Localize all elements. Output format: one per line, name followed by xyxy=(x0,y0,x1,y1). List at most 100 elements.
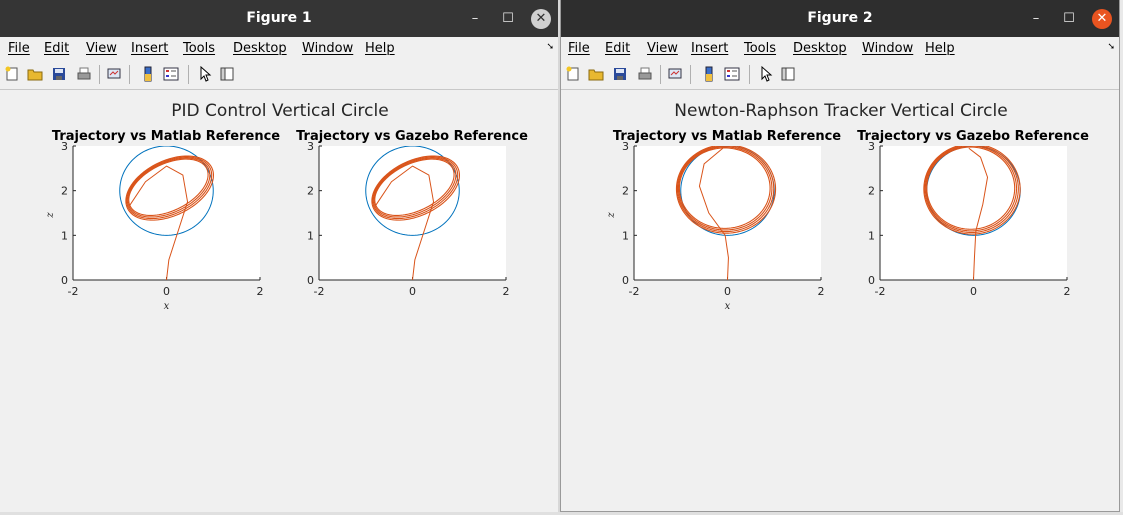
y-tick-label: 0 xyxy=(622,274,629,287)
toolbar-separator xyxy=(129,65,130,84)
trajectory-orbit-series xyxy=(127,157,211,218)
print-icon[interactable] xyxy=(76,66,92,82)
plot-area[interactable] xyxy=(634,146,821,280)
y-tick-label: 0 xyxy=(868,274,875,287)
menu-tools[interactable]: Tools xyxy=(183,41,216,56)
title-bar[interactable]: Figure 1 – ☐ ✕ xyxy=(0,0,558,37)
x-tick-label: -2 xyxy=(314,285,325,298)
plot-series-group xyxy=(923,146,1021,280)
menu-help[interactable]: Help xyxy=(925,41,955,56)
trajectory-orbit-series xyxy=(374,158,455,216)
axes-title: Trajectory vs Matlab Reference xyxy=(613,129,841,144)
trajectory-orbit-series xyxy=(373,157,457,218)
x-tick-label: -2 xyxy=(629,285,640,298)
toolbar-separator xyxy=(690,65,691,84)
menu-file[interactable]: File xyxy=(8,41,30,56)
toolbar-separator xyxy=(749,65,750,84)
trajectory-orbit-series xyxy=(125,155,215,221)
menu-view[interactable]: View xyxy=(86,41,117,56)
save-icon[interactable] xyxy=(612,66,628,82)
menu-bar: File Edit View Insert Tools Desktop Wind… xyxy=(0,37,558,60)
menu-view[interactable]: View xyxy=(647,41,678,56)
x-axis-label: x xyxy=(725,301,731,312)
plot-series-group xyxy=(365,146,461,280)
save-icon[interactable] xyxy=(51,66,67,82)
plot-series-group xyxy=(675,146,777,280)
close-icon[interactable]: ✕ xyxy=(531,9,551,29)
colorbar-icon[interactable] xyxy=(701,66,717,82)
x-tick-label: 2 xyxy=(1064,285,1071,298)
close-icon[interactable]: ✕ xyxy=(1092,9,1112,29)
y-tick-label: 3 xyxy=(61,140,68,153)
menu-insert[interactable]: Insert xyxy=(691,41,729,56)
menu-desktop[interactable]: Desktop xyxy=(793,41,847,56)
menu-desktop[interactable]: Desktop xyxy=(233,41,287,56)
x-tick-label: 2 xyxy=(503,285,510,298)
toolbar xyxy=(561,60,1119,90)
desktop-background xyxy=(0,512,1123,515)
pointer-icon[interactable] xyxy=(197,66,213,82)
new-figure-icon[interactable] xyxy=(565,66,581,82)
plot-area[interactable] xyxy=(880,146,1067,280)
trajectory-orbit-series xyxy=(677,146,773,231)
colorbar-icon[interactable] xyxy=(140,66,156,82)
trajectory-orbit-series xyxy=(924,146,1019,234)
y-tick-label: 3 xyxy=(622,140,629,153)
axes-title: Trajectory vs Gazebo Reference xyxy=(296,129,528,144)
trajectory-orbit-series xyxy=(371,155,461,221)
dock-arrow-icon[interactable]: ➘ xyxy=(546,42,554,52)
property-inspector-icon[interactable] xyxy=(780,66,796,82)
reference-circle-series xyxy=(119,146,214,236)
menu-window[interactable]: Window xyxy=(302,41,354,56)
minimize-icon[interactable]: – xyxy=(1032,11,1040,26)
menu-tools[interactable]: Tools xyxy=(744,41,777,56)
new-figure-icon[interactable] xyxy=(4,66,20,82)
y-tick-label: 2 xyxy=(622,185,629,198)
minimize-icon[interactable]: – xyxy=(471,11,479,26)
pointer-icon[interactable] xyxy=(758,66,774,82)
link-plot-icon[interactable] xyxy=(667,66,683,82)
y-tick-label: 3 xyxy=(868,140,875,153)
trajectory-orbit-series xyxy=(926,146,1016,230)
legend-icon[interactable] xyxy=(163,66,179,82)
y-tick-label: 1 xyxy=(868,229,875,242)
menu-edit[interactable]: Edit xyxy=(44,41,70,56)
maximize-icon[interactable]: ☐ xyxy=(1063,11,1075,26)
axes-title: Trajectory vs Gazebo Reference xyxy=(857,129,1089,144)
legend-icon[interactable] xyxy=(724,66,740,82)
dock-arrow-icon[interactable]: ➘ xyxy=(1107,42,1115,52)
figure-window-1: Figure 1 – ☐ ✕ File Edit View Insert Too… xyxy=(0,0,558,515)
maximize-icon[interactable]: ☐ xyxy=(502,11,514,26)
link-plot-icon[interactable] xyxy=(106,66,122,82)
x-tick-label: 0 xyxy=(163,285,170,298)
trajectory-approach-series xyxy=(698,147,729,280)
open-file-icon[interactable] xyxy=(588,66,604,82)
toolbar-separator xyxy=(99,65,100,84)
property-inspector-icon[interactable] xyxy=(219,66,235,82)
y-tick-label: 3 xyxy=(307,140,314,153)
open-file-icon[interactable] xyxy=(27,66,43,82)
figure-canvas: Newton-Raphson Tracker Vertical Circle T… xyxy=(606,101,1089,312)
menu-window[interactable]: Window xyxy=(862,41,914,56)
trajectory-orbit-series xyxy=(372,156,459,220)
figure-suptitle: PID Control Vertical Circle xyxy=(171,101,388,121)
menu-file[interactable]: File xyxy=(568,41,590,56)
menu-help[interactable]: Help xyxy=(365,41,395,56)
y-axis-label: z xyxy=(45,212,56,219)
title-bar[interactable]: Figure 2 – ☐ ✕ xyxy=(561,0,1119,37)
menu-edit[interactable]: Edit xyxy=(605,41,631,56)
y-tick-label: 2 xyxy=(868,185,875,198)
toolbar-separator xyxy=(188,65,189,84)
y-axis-label: z xyxy=(606,212,617,219)
trajectory-orbit-series xyxy=(678,147,771,229)
trajectory-orbit-series xyxy=(676,146,775,233)
trajectory-orbit-series xyxy=(126,156,213,220)
trajectory-approach-series xyxy=(968,147,989,280)
x-tick-label: -2 xyxy=(875,285,886,298)
axes-matlab-reference: Trajectory vs Matlab Reference -2 0 20123x… xyxy=(45,129,280,312)
axes-matlab-reference: Trajectory vs Matlab Reference -2 0 20123x… xyxy=(606,129,841,312)
print-icon[interactable] xyxy=(637,66,653,82)
menu-insert[interactable]: Insert xyxy=(131,41,169,56)
y-tick-label: 1 xyxy=(307,229,314,242)
